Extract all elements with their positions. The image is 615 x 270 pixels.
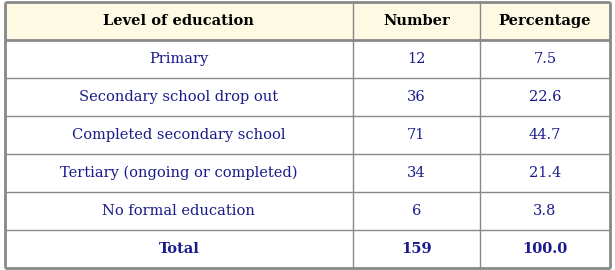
Text: 34: 34 <box>407 166 426 180</box>
Bar <box>5 40 353 78</box>
Text: Secondary school drop out: Secondary school drop out <box>79 90 279 104</box>
Text: Number: Number <box>383 14 450 28</box>
Bar <box>353 154 480 192</box>
Text: Tertiary (ongoing or completed): Tertiary (ongoing or completed) <box>60 166 298 180</box>
Bar <box>480 2 610 40</box>
Text: 100.0: 100.0 <box>522 242 568 256</box>
Text: 22.6: 22.6 <box>529 90 561 104</box>
Text: 3.8: 3.8 <box>533 204 557 218</box>
Bar <box>5 2 353 40</box>
Bar <box>5 154 353 192</box>
Bar <box>5 230 353 268</box>
Bar <box>353 116 480 154</box>
Text: Total: Total <box>159 242 199 256</box>
Bar <box>480 116 610 154</box>
Bar <box>353 78 480 116</box>
Text: Percentage: Percentage <box>499 14 591 28</box>
Text: 44.7: 44.7 <box>529 128 561 142</box>
Bar <box>480 154 610 192</box>
Bar <box>480 230 610 268</box>
Text: No formal education: No formal education <box>103 204 255 218</box>
Text: 21.4: 21.4 <box>529 166 561 180</box>
Bar <box>480 78 610 116</box>
Text: 7.5: 7.5 <box>533 52 557 66</box>
Bar <box>353 40 480 78</box>
Bar <box>353 230 480 268</box>
Bar <box>5 78 353 116</box>
Text: 159: 159 <box>401 242 432 256</box>
Text: Completed secondary school: Completed secondary school <box>72 128 285 142</box>
Bar <box>353 2 480 40</box>
Bar <box>5 192 353 230</box>
Bar <box>5 116 353 154</box>
Bar <box>353 192 480 230</box>
Bar <box>480 40 610 78</box>
Bar <box>480 192 610 230</box>
Text: Primary: Primary <box>149 52 208 66</box>
Text: 6: 6 <box>411 204 421 218</box>
Text: Level of education: Level of education <box>103 14 255 28</box>
Text: 12: 12 <box>407 52 426 66</box>
Text: 71: 71 <box>407 128 426 142</box>
Text: 36: 36 <box>407 90 426 104</box>
